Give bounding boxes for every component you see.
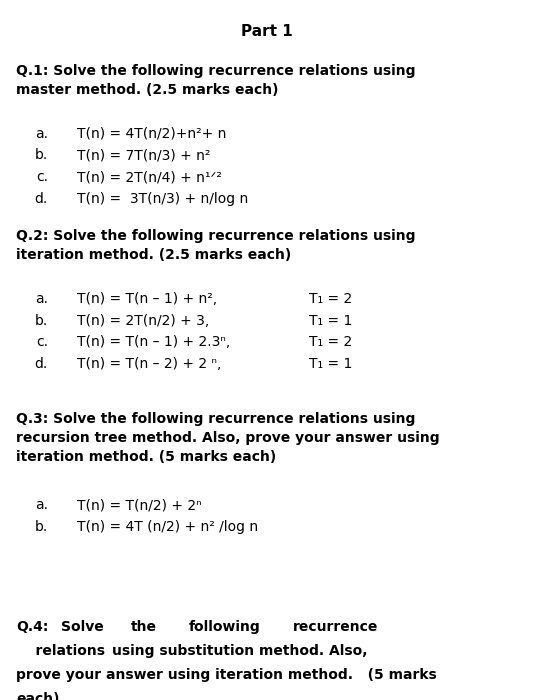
- Text: following: following: [189, 620, 261, 634]
- Text: b.: b.: [35, 520, 48, 534]
- Text: b.: b.: [35, 314, 48, 328]
- Text: the: the: [131, 620, 157, 634]
- Text: T(n) = T(n – 1) + n²,: T(n) = T(n – 1) + n²,: [77, 292, 217, 306]
- Text: T(n) = 7T(n/3) + n²: T(n) = 7T(n/3) + n²: [77, 148, 211, 162]
- Text: c.: c.: [36, 335, 48, 349]
- Text: T₁ = 1: T₁ = 1: [309, 314, 352, 328]
- Text: Q.4:: Q.4:: [16, 620, 49, 634]
- Text: T(n) = T(n/2) + 2ⁿ: T(n) = T(n/2) + 2ⁿ: [77, 498, 202, 512]
- Text: Q.1: Solve the following recurrence relations using
master method. (2.5 marks ea: Q.1: Solve the following recurrence rela…: [16, 64, 416, 97]
- Text: prove your answer using iteration method.   (5 marks: prove your answer using iteration method…: [16, 668, 437, 682]
- Text: using substitution method. Also,: using substitution method. Also,: [112, 644, 367, 658]
- Text: Q.3: Solve the following recurrence relations using
recursion tree method. Also,: Q.3: Solve the following recurrence rela…: [16, 412, 440, 463]
- Text: T(n) = T(n – 2) + 2 ⁿ,: T(n) = T(n – 2) + 2 ⁿ,: [77, 357, 222, 371]
- Text: a.: a.: [35, 127, 48, 141]
- Text: T(n) = 4T (n/2) + n² /log n: T(n) = 4T (n/2) + n² /log n: [77, 520, 259, 534]
- Text: Part 1: Part 1: [240, 25, 293, 39]
- Text: each): each): [16, 692, 60, 700]
- Text: T(n) = T(n – 1) + 2.3ⁿ,: T(n) = T(n – 1) + 2.3ⁿ,: [77, 335, 231, 349]
- Text: recurrence: recurrence: [293, 620, 378, 634]
- Text: T(n) = 2T(n/4) + n¹ᐟ²: T(n) = 2T(n/4) + n¹ᐟ²: [77, 170, 222, 184]
- Text: Q.2: Solve the following recurrence relations using
iteration method. (2.5 marks: Q.2: Solve the following recurrence rela…: [16, 229, 416, 262]
- Text: a.: a.: [35, 498, 48, 512]
- Text: T(n) = 2T(n/2) + 3,: T(n) = 2T(n/2) + 3,: [77, 314, 209, 328]
- Text: Solve: Solve: [61, 620, 104, 634]
- Text: b.: b.: [35, 148, 48, 162]
- Text: d.: d.: [35, 192, 48, 206]
- Text: T₁ = 2: T₁ = 2: [309, 335, 352, 349]
- Text: T₁ = 1: T₁ = 1: [309, 357, 352, 371]
- Text: a.: a.: [35, 292, 48, 306]
- Text: relations: relations: [16, 644, 105, 658]
- Text: c.: c.: [36, 170, 48, 184]
- Text: d.: d.: [35, 357, 48, 371]
- Text: T₁ = 2: T₁ = 2: [309, 292, 352, 306]
- Text: T(n) =  3T(n/3) + n/log n: T(n) = 3T(n/3) + n/log n: [77, 192, 248, 206]
- Text: T(n) = 4T(n/2)+n²+ n: T(n) = 4T(n/2)+n²+ n: [77, 127, 227, 141]
